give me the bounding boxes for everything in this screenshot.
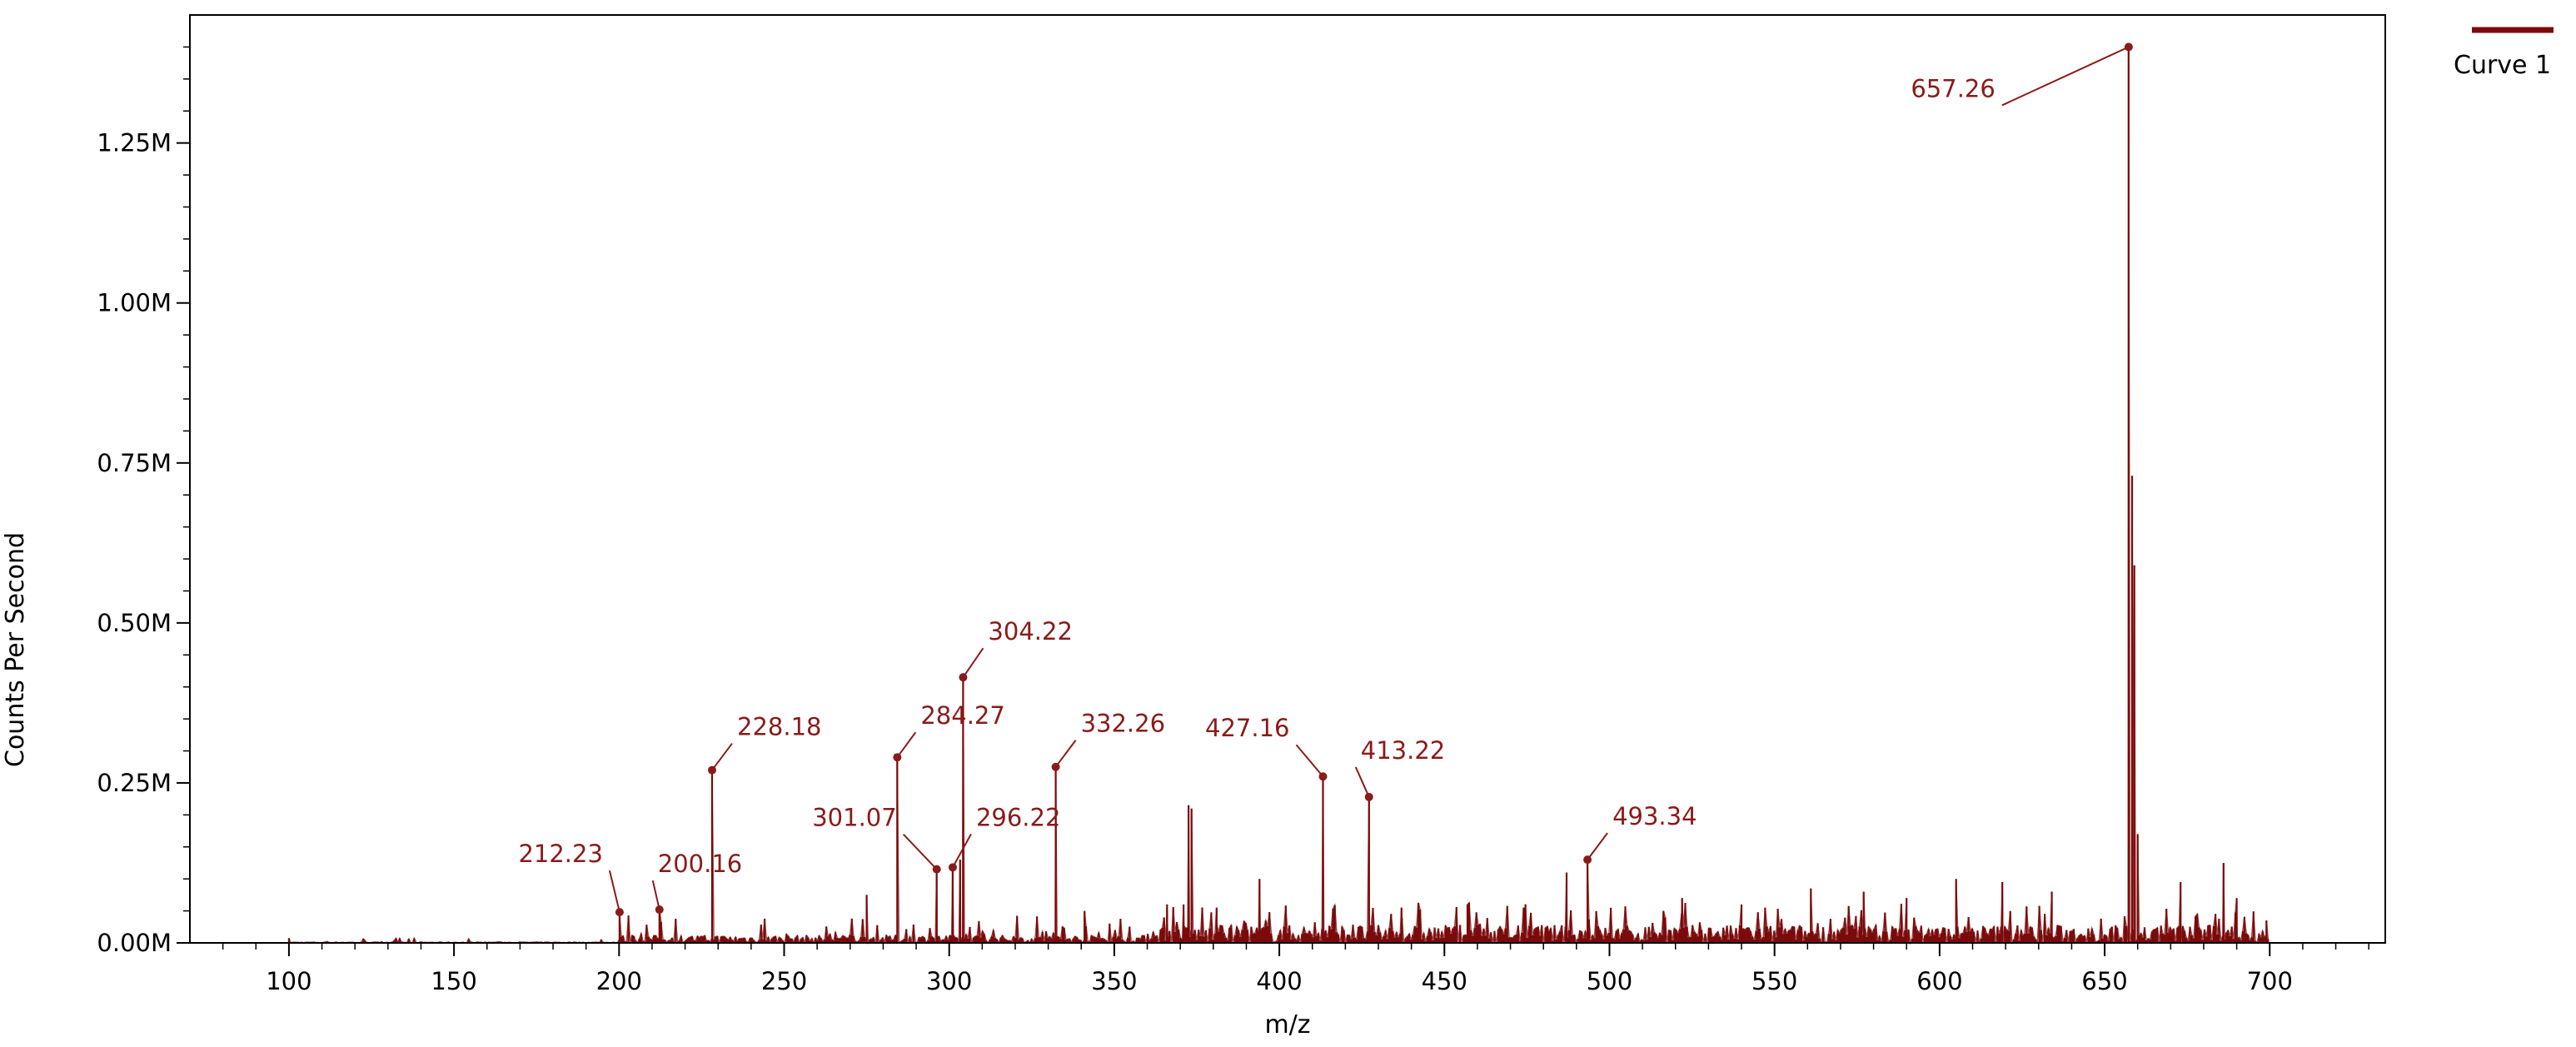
- x-tick-label: 200: [596, 967, 642, 995]
- peak-label: 657.26: [1911, 74, 1995, 102]
- peak-label: 296.22: [976, 803, 1060, 831]
- peak-labels: 657.26 304.22 284.27 332.26 228.18 413.22 427.…: [518, 42, 2133, 917]
- peak-leader-line: [2001, 46, 2130, 107]
- y-tick-label: 0.75M: [97, 449, 172, 477]
- peak-leader-line: [608, 870, 620, 913]
- x-axis: 100 150 200 250 300 350 400 450 500 550 600 650 700: [222, 943, 2369, 995]
- x-tick-label: 250: [761, 967, 807, 995]
- x-tick-label: 300: [926, 967, 972, 995]
- peak-leader-line: [896, 731, 917, 758]
- peak-leader-line: [1587, 832, 1608, 860]
- legend: Curve 1: [2454, 27, 2554, 80]
- y-axis: 0.00M 0.25M 0.50M 0.75M 1.00M 1.25M: [97, 46, 190, 957]
- peak-label: 212.23: [518, 840, 602, 868]
- x-tick-label: 550: [1751, 967, 1797, 995]
- y-tick-label: 0.50M: [97, 609, 172, 637]
- y-tick-label: 1.00M: [97, 289, 172, 317]
- x-axis-title: m/z: [1264, 1010, 1310, 1040]
- x-tick-label: 100: [266, 967, 311, 995]
- series-layer: [287, 47, 2270, 945]
- x-tick-label: 600: [1916, 967, 1962, 995]
- series-curve-1-sticks: [287, 47, 2270, 943]
- peak-label: 304.22: [988, 617, 1072, 646]
- peak-leader-line: [1295, 744, 1324, 777]
- peak-leader-line: [962, 647, 984, 678]
- peak-leader-line: [1054, 740, 1077, 768]
- x-tick-label: 150: [431, 967, 476, 995]
- series-curve-1-line: [288, 47, 2270, 945]
- peak-label: 413.22: [1361, 736, 1445, 765]
- peak-label: 493.34: [1612, 802, 1697, 830]
- x-tick-label: 500: [1587, 967, 1632, 995]
- peak-leader-line: [711, 742, 733, 771]
- peak-label: 284.27: [920, 701, 1004, 730]
- peak-label: 228.18: [737, 713, 821, 741]
- y-tick-label: 0.00M: [97, 929, 172, 957]
- y-tick-label: 0.25M: [97, 769, 172, 797]
- peak-leader-line: [952, 833, 972, 868]
- peak-label: 332.26: [1081, 710, 1165, 738]
- x-tick-label: 700: [2247, 967, 2293, 995]
- peak-label: 301.07: [812, 804, 896, 832]
- plot-frame: [189, 14, 2386, 944]
- x-tick-label: 350: [1091, 967, 1137, 995]
- y-axis-title: Counts Per Second: [1, 532, 30, 767]
- peak-leader-line: [1354, 766, 1370, 798]
- x-tick-label: 650: [2081, 967, 2127, 995]
- y-tick-label: 1.25M: [97, 129, 172, 157]
- legend-label: Curve 1: [2454, 51, 2551, 80]
- x-tick-label: 400: [1256, 967, 1302, 995]
- peak-label: 427.16: [1205, 714, 1289, 742]
- x-tick-label: 450: [1422, 967, 1467, 995]
- peak-leader-line: [651, 880, 660, 910]
- peak-label: 200.16: [658, 850, 742, 878]
- peak-leader-line: [902, 833, 938, 870]
